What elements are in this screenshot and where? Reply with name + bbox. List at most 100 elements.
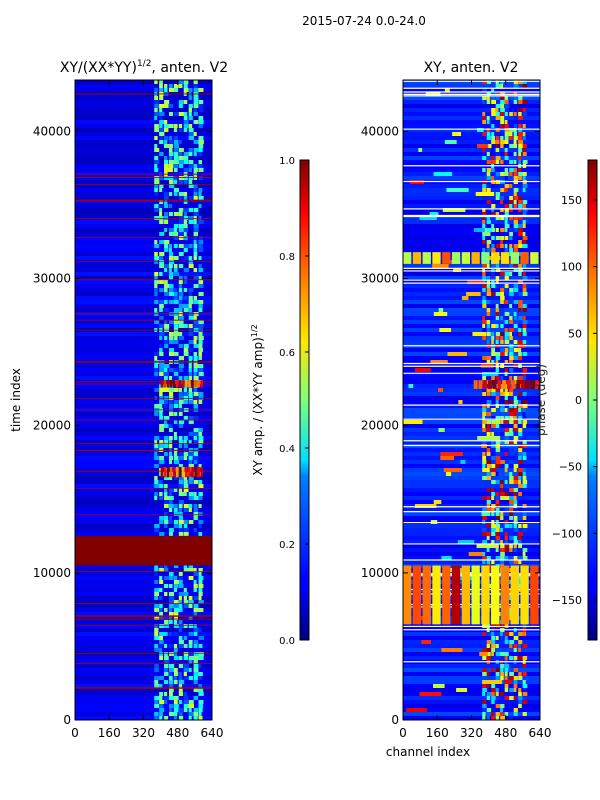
heatmap-cell [173, 400, 179, 405]
heatmap-cell [164, 632, 168, 637]
heatmap-cell [504, 136, 509, 141]
heatmap-cell [159, 532, 165, 537]
heatmap-cell [173, 616, 179, 621]
heatmap-cell [159, 176, 164, 181]
heatmap-cell [159, 332, 165, 337]
heatmap-cell [495, 404, 500, 409]
heatmap-cell [513, 548, 517, 553]
heatmap-row [403, 688, 540, 693]
band-segment [487, 380, 492, 389]
heatmap-cell [168, 404, 174, 409]
heatmap-cell [188, 712, 194, 717]
heatmap-cell [509, 136, 513, 141]
heatmap-cell [173, 300, 179, 305]
heatmap-row [75, 588, 212, 593]
heatmap-cell [522, 472, 526, 477]
heatmap-cell [513, 168, 518, 173]
heatmap-cell [504, 496, 510, 501]
heatmap-cell [482, 528, 488, 533]
heatmap-cell [482, 632, 486, 637]
heatmap-cell [482, 668, 487, 673]
heatmap-speckle [468, 552, 483, 556]
heatmap-cell [164, 512, 168, 517]
heatmap-cell [522, 304, 527, 309]
heatmap-cell [495, 532, 499, 537]
heatmap-cell [178, 124, 183, 129]
heatmap-cell [509, 320, 514, 325]
heatmap-cell [183, 696, 189, 701]
heatmap-cell [509, 516, 514, 521]
heatmap-cell [164, 344, 169, 349]
heatmap-cell [183, 232, 187, 237]
heatmap-speckle [403, 420, 423, 424]
heatmap-cell [482, 456, 487, 461]
heatmap-cell [509, 716, 514, 720]
heatmap-cell [159, 368, 165, 373]
heatmap-cell [509, 568, 512, 573]
heatmap-cell [518, 540, 522, 545]
heatmap-speckle [453, 268, 462, 272]
heatmap-speckle [418, 148, 423, 152]
heatmap-cell [183, 152, 189, 157]
heatmap-cell [188, 340, 194, 345]
band-segment [412, 252, 422, 264]
heatmap-cell [164, 488, 168, 493]
heatmap-cell [168, 652, 175, 657]
heatmap-cell [154, 388, 159, 393]
heatmap-cell [154, 252, 158, 257]
heatmap-speckle [415, 616, 428, 620]
heatmap-cell [482, 108, 486, 113]
heatmap-cell [193, 196, 198, 201]
heatmap-row [75, 284, 212, 289]
heatmap-cell [513, 248, 519, 253]
heatmap-cell [198, 148, 203, 153]
heatmap-cell [509, 144, 515, 149]
heatmap-cell [491, 496, 495, 501]
heatmap-cell [509, 680, 513, 685]
heatmap-cell [198, 704, 203, 709]
heatmap-cell [513, 108, 518, 113]
heatmap-cell [178, 500, 184, 505]
heatmap-cell [154, 184, 159, 189]
heatmap-cell [183, 652, 189, 657]
heatmap-cell [486, 708, 492, 713]
heatmap-cell [183, 668, 189, 673]
heatmap-cell [198, 692, 204, 697]
heatmap-cell [513, 244, 518, 249]
heatmap-cell [495, 528, 500, 533]
heatmap-cell [486, 468, 490, 473]
heatmap-cell [482, 692, 486, 697]
heatmap-row [75, 492, 212, 497]
heatmap-cell [509, 228, 514, 233]
heatmap-cell [178, 392, 184, 397]
heatmap-cell [198, 364, 204, 369]
heatmap-cell [513, 264, 517, 269]
heatmap-cell [513, 112, 517, 117]
heatmap-cell [486, 168, 492, 173]
heatmap-cell [159, 140, 164, 145]
heatmap-cell [513, 544, 517, 549]
heatmap-cell [164, 388, 170, 393]
heatmap-row [403, 336, 540, 341]
heatmap-cell [495, 324, 499, 329]
heatmap-cell [518, 580, 522, 585]
heatmap-cell [509, 544, 513, 549]
heatmap-cell [178, 100, 184, 105]
heatmap-cell [198, 116, 204, 121]
heatmap-row [75, 596, 212, 601]
heatmap-cell [159, 88, 163, 93]
heatmap-cell [500, 696, 505, 701]
heatmap-row [403, 352, 540, 357]
band-segment [502, 380, 507, 389]
heatmap-row [75, 648, 212, 653]
heatmap-cell [183, 592, 189, 597]
heatmap-cell [178, 400, 184, 405]
heatmap-cell [193, 528, 197, 533]
heatmap-speckle [440, 452, 463, 456]
heatmap-cell [500, 460, 505, 465]
heatmap-row [403, 536, 540, 541]
heatmap-cell [159, 576, 163, 581]
heatmap-cell [522, 220, 526, 225]
x-tick-label: 640 [529, 726, 552, 740]
heatmap-cell [513, 100, 518, 105]
